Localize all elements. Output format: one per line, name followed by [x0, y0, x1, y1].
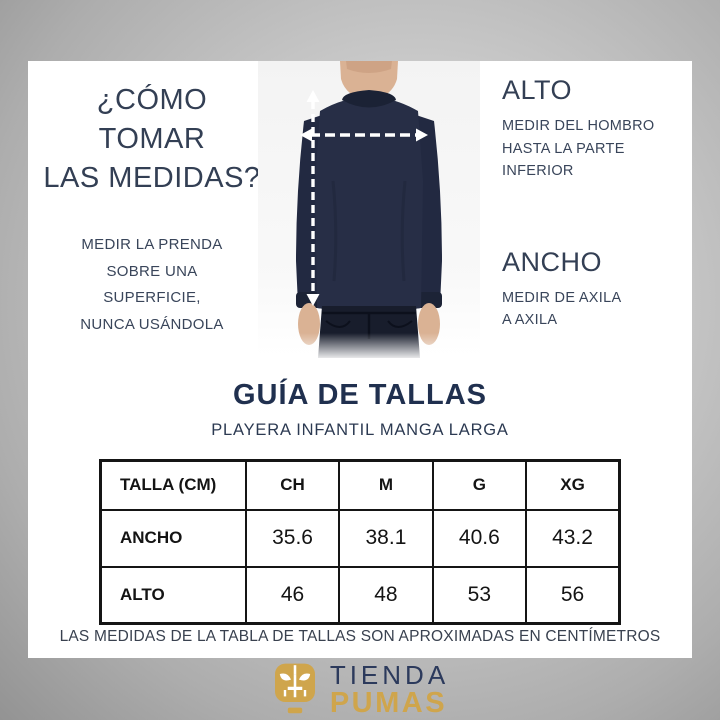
measurement-definitions: ALTO MEDIR DEL HOMBRO HASTA LA PARTE INF… — [502, 75, 687, 332]
alto-desc-line: MEDIR DEL HOMBRO — [502, 118, 655, 134]
ancho-definition: ANCHO MEDIR DE AXILA A AXILA — [502, 247, 687, 332]
how-to-measure-block: ¿CÓMO TOMAR LAS MEDIDAS? MEDIR LA PRENDA… — [40, 81, 264, 338]
alto-desc-line: HASTA LA PARTE — [502, 140, 625, 157]
brand-name-top: TIENDA — [329, 660, 450, 690]
table-cell: 43.2 — [525, 508, 621, 568]
how-to-title-line1: ¿CÓMO TOMAR — [96, 84, 208, 155]
size-table-header-row: TALLA (CM) CH M G XG — [99, 459, 621, 511]
table-cell: 56 — [525, 565, 621, 625]
row-label: ANCHO — [99, 508, 247, 568]
table-cell: 38.1 — [338, 508, 434, 568]
ancho-arrow-icon — [300, 128, 428, 142]
collar — [342, 90, 396, 108]
product-photo — [258, 61, 480, 358]
size-guide-subtitle: PLAYERA INFANTIL MANGA LARGA — [211, 421, 509, 439]
size-table-header-cell: G — [431, 459, 528, 511]
how-to-note-line: NUNCA USÁNDOLA — [80, 315, 224, 333]
alto-label: ALTO — [502, 75, 573, 105]
alto-definition: ALTO MEDIR DEL HOMBRO HASTA LA PARTE INF… — [502, 75, 687, 183]
size-table: TALLA (CM) CH M G XG ANCHO 35.6 38.1 40.… — [99, 459, 621, 625]
size-table-wrapper: TALLA (CM) CH M G XG ANCHO 35.6 38.1 40.… — [99, 459, 621, 625]
ancho-desc-line: A AXILA — [502, 312, 558, 328]
table-cell: 40.6 — [431, 508, 528, 568]
size-table-header-cell: CH — [244, 459, 341, 511]
ancho-desc-line: MEDIR DE AXILA — [502, 289, 622, 306]
content-card: ¿CÓMO TOMAR LAS MEDIDAS? MEDIR LA PRENDA… — [28, 61, 692, 658]
how-to-note-line: SUPERFICIE, — [103, 289, 201, 306]
size-table-header-cell: M — [338, 459, 434, 511]
row-label: ALTO — [99, 565, 247, 625]
size-table-header-cell: TALLA (CM) — [99, 459, 247, 511]
alto-desc-line: INFERIOR — [502, 163, 574, 179]
ancho-label: ANCHO — [502, 246, 603, 277]
ancho-description: MEDIR DE AXILA A AXILA — [502, 287, 687, 332]
how-to-title: ¿CÓMO TOMAR LAS MEDIDAS? — [40, 81, 264, 198]
table-row-ancho: ANCHO 35.6 38.1 40.6 43.2 — [99, 508, 621, 568]
table-cell: 46 — [244, 565, 341, 625]
how-to-title-line2: LAS MEDIDAS? — [43, 162, 261, 194]
shirt-torso — [315, 97, 423, 312]
size-table-footnote: LAS MEDIDAS DE LA TABLA DE TALLAS SON AP… — [59, 628, 661, 645]
table-row-alto: ALTO 46 48 53 56 — [99, 565, 621, 625]
table-cell: 48 — [338, 565, 434, 625]
alto-description: MEDIR DEL HOMBRO HASTA LA PARTE INFERIOR — [502, 115, 687, 183]
pumas-logo-icon — [274, 663, 315, 714]
table-cell: 35.6 — [244, 508, 341, 568]
brand-wordmark: TIENDA PUMAS — [330, 662, 449, 718]
size-guide-title: GUÍA DE TALLAS — [232, 379, 488, 411]
how-to-note-line: SOBRE UNA — [106, 262, 198, 280]
how-to-note: MEDIR LA PRENDA SOBRE UNA SUPERFICIE, NU… — [40, 232, 264, 338]
how-to-note-line: MEDIR LA PRENDA — [81, 236, 223, 253]
size-table-header-cell: XG — [525, 459, 621, 511]
table-cell: 53 — [431, 565, 528, 625]
brand-name-bottom: PUMAS — [329, 687, 448, 719]
kid-longsleeve-shirt-illustration — [258, 61, 480, 358]
brand-footer: TIENDA PUMAS — [0, 660, 720, 720]
